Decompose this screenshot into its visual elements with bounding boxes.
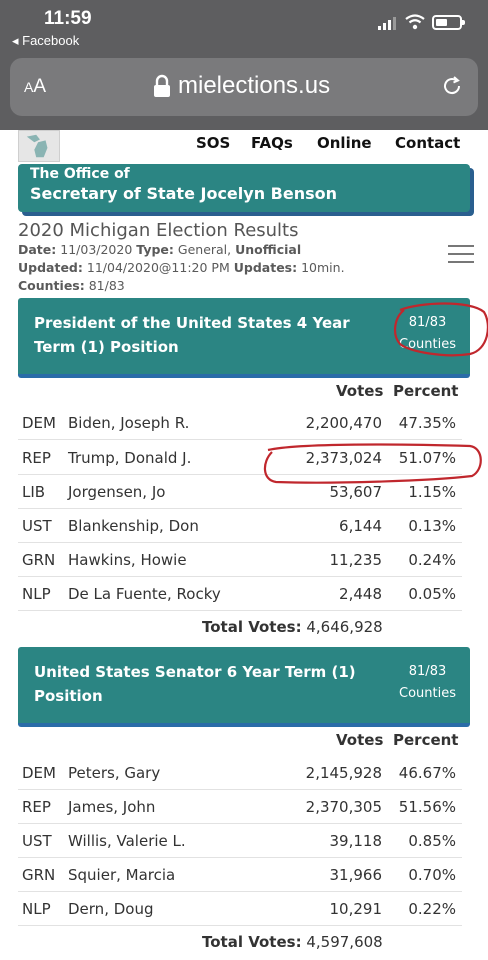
race-counties-count: 81/83 Counties [399,661,456,705]
banner-line-1: The Office of [30,166,130,182]
nav-online-link[interactable]: Online [317,134,372,152]
race-header-president[interactable]: President of the United States 4 Year Te… [18,298,470,378]
table-row: NLP De La Fuente, Rocky 2,448 0.05% [18,577,462,611]
total-votes: Total Votes: 4,646,928 [202,618,383,636]
battery-icon [432,15,462,30]
table-row: DEM Peters, Gary 2,145,928 46.67% [18,756,462,790]
table-row: NLP Dern, Doug 10,291 0.22% [18,892,462,926]
counties-line: Counties: 81/83 [18,278,125,293]
reload-icon[interactable] [440,74,464,98]
michigan-logo[interactable] [18,130,60,162]
election-date-line: Date: 11/03/2020 Type: General, Unoffici… [18,242,301,257]
race-title: United States Senator 6 Year Term (1) Po… [34,660,394,708]
nav-faqs-link[interactable]: FAQs [251,134,293,152]
status-time: 11:59 [44,8,92,30]
lock-icon [152,74,172,98]
table-row: REP James, John 2,370,305 51.56% [18,790,462,824]
page-title: 2020 Michigan Election Results [18,220,299,241]
banner-line-2: Secretary of State Jocelyn Benson [30,184,337,203]
browser-chrome: 11:59 ◂ Facebook AA mielections.us [0,0,488,130]
race-title: President of the United States 4 Year Te… [34,311,394,359]
url-text[interactable]: mielections.us [178,72,330,100]
back-to-facebook-link[interactable]: ◂ Facebook [12,33,79,49]
updated-line: Updated: 11/04/2020@11:20 PM Updates: 10… [18,260,345,275]
votes-column-header: Votes [336,731,383,749]
votes-column-header: Votes [336,382,383,400]
table-row: UST Willis, Valerie L. 39,118 0.85% [18,824,462,858]
table-row: UST Blankenship, Don 6,144 0.13% [18,509,462,543]
cellular-signal-icon [378,16,396,30]
nav-contact-link[interactable]: Contact [395,134,460,152]
table-row: DEM Biden, Joseph R. 2,200,470 47.35% [18,406,462,440]
nav-sos-link[interactable]: SOS [196,134,230,152]
percent-column-header: Percent [393,382,458,400]
reader-text-size-button[interactable]: AA [24,76,46,98]
total-votes: Total Votes: 4,597,608 [202,933,383,951]
race-counties-count: 81/83 Counties [399,312,456,356]
menu-icon[interactable] [448,245,474,265]
table-row: GRN Hawkins, Howie 11,235 0.24% [18,543,462,577]
table-row: REP Trump, Donald J. 2,373,024 51.07% [18,441,462,475]
address-bar[interactable]: AA mielections.us [10,58,478,116]
percent-column-header: Percent [393,731,458,749]
sos-banner: The Office of Secretary of State Jocelyn… [18,164,470,212]
table-row: LIB Jorgensen, Jo 53,607 1.15% [18,475,462,509]
table-row: GRN Squier, Marcia 31,966 0.70% [18,858,462,892]
race-header-senator[interactable]: United States Senator 6 Year Term (1) Po… [18,647,470,727]
wifi-icon [405,14,425,30]
